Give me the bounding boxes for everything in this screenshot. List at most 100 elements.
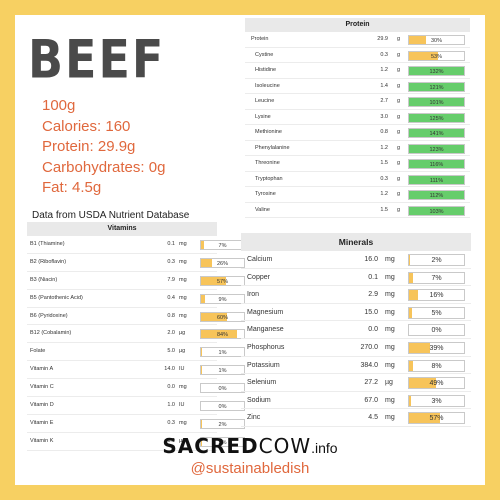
nutrient-unit: mg [385,326,395,334]
nutrient-amount: 0.1 [167,241,175,247]
daily-value-percent: 121% [429,84,444,91]
daily-value-percent: 30% [430,38,442,44]
nutrient-unit: g [397,98,401,104]
nutrient-amount: 4.5 [368,414,378,422]
daily-value-bar: 8% [408,359,465,372]
minerals-table: Minerals Calcium 16.0 mg 2% Copper 0.1 mg 7% Iro… [241,233,471,427]
nutrient-unit: g [397,144,401,151]
daily-value-fill [409,144,464,153]
row-divider [245,170,470,172]
protein-table: Protein Protein 29.9 g 30% Cystine 0.3 g 53% His… [245,18,470,218]
protein-row: Histidine 1.2 g 132% [245,63,470,79]
daily-value-fill [409,378,436,389]
daily-value-bar: 39% [408,341,465,354]
daily-value-percent: 9% [218,296,227,303]
row-divider [27,360,217,362]
nutrient-name: Cystine [255,51,274,58]
nutrient-unit: mg [385,414,395,422]
nutrient-unit: mg [385,291,395,299]
daily-value-percent: 0% [218,386,227,393]
calories: Calories: 160 [42,117,131,135]
brand-sacred: SACRED [162,434,259,458]
vitamins-row: B3 (Niacin) 7.9 mg 57% [27,272,245,290]
carbohydrates-total: Carbohydrates: 0g [42,158,166,176]
protein-total: Protein: 29.9g [42,138,136,155]
nutrient-unit: g [397,191,401,197]
daily-value-fill [409,290,418,301]
vitamins-row: Vitamin C 0.0 mg 0% [27,379,245,398]
row-divider [241,390,471,392]
nutrient-unit: g [397,160,401,166]
daily-value-fill [409,307,412,318]
nutrient-name: B5 (Pantothenic Acid) [30,294,83,301]
daily-value-bar: 101% [408,97,465,107]
daily-value-fill [201,241,204,249]
nutrition-summary: 100g Calories: 160 Protein: 29.9g Carboh… [42,96,165,199]
nutrient-name: Leucine [255,98,275,104]
daily-value-bar: 0% [200,383,245,394]
vitamins-row: Vitamin D 1.0 IU 0% [27,397,245,415]
row-divider [27,413,217,415]
daily-value-fill [409,113,464,122]
minerals-rows: Calcium 16.0 mg 2% Copper 0.1 mg 7% Iron 2.9 mg 16%… [241,251,471,427]
minerals-row: Selenium 27.2 µg 49% [241,374,471,392]
nutrient-name: Histidine [255,67,277,73]
daily-value-fill [409,67,464,75]
vitamins-row: Vitamin K 1.9 µg 2% [27,433,245,451]
vitamins-row: Vitamin E 0.3 mg 2% [27,415,245,433]
nutrient-unit: µg [179,348,186,355]
vitamins-row: B5 (Pantothenic Acid) 0.4 mg 9% [27,290,245,308]
row-divider [245,62,470,63]
nutrient-name: Tyrosine [255,191,276,197]
protein-row: Tyrosine 1.2 g 112% [245,187,470,203]
daily-value-fill [409,272,413,283]
daily-value-bar: 57% [408,412,465,425]
daily-value-bar: 111% [408,174,465,185]
row-divider [27,431,217,433]
daily-value-fill [201,258,213,267]
nutrient-amount: 1.5 [380,160,388,166]
nutrient-unit: g [397,82,401,89]
minerals-row: Calcium 16.0 mg 2% [241,251,471,269]
daily-value-percent: 84% [216,332,228,339]
vitamins-table-header: Vitamins [27,222,217,236]
nutrient-name: Phosphorus [247,343,285,351]
daily-value-bar: 2% [408,254,465,266]
nutrient-unit: IU [179,366,185,373]
minerals-row: Phosphorus 270.0 mg 39% [241,339,471,357]
nutrient-amount: 7.9 [167,276,175,283]
daily-value-bar: 9% [200,293,245,304]
vitamins-row: B6 (Pyridoxine) 0.8 mg 60% [27,308,245,326]
nutrient-unit: µg [385,379,393,387]
nutrient-name: Potassium [247,361,280,369]
daily-value-percent: 141% [429,131,444,137]
nutrient-amount: 0.3 [380,175,388,182]
daily-value-fill [409,206,464,215]
daily-value-percent: 2% [218,439,227,446]
nutrient-amount: 1.9 [167,437,175,444]
daily-value-percent: 5% [431,309,442,317]
daily-value-fill [409,395,411,406]
row-divider [245,186,470,187]
daily-value-bar: 112% [408,190,465,200]
daily-value-percent: 53% [430,53,442,60]
nutrient-unit: mg [179,384,187,391]
nutrient-amount: 2.7 [380,98,388,104]
row-divider [27,396,217,398]
nutrient-amount: 0.1 [368,273,378,281]
vitamins-rows: B1 (Thiamine) 0.1 mg 7% B2 (Riboflavin) 0.3 mg… [27,236,245,451]
nutrient-unit: mg [179,276,187,283]
nutrient-amount: 270.0 [360,343,378,351]
vitamins-row: Vitamin A 14.0 IU 1% [27,361,245,380]
nutrient-amount: 5.0 [167,348,175,355]
fat-total: Fat: 4.5g [42,179,102,196]
daily-value-percent: 132% [429,69,444,75]
daily-value-bar: 0% [200,401,245,412]
daily-value-fill [409,360,414,371]
daily-value-percent: 111% [429,177,444,184]
nutrient-amount: 16.0 [364,256,378,263]
nutrient-unit: g [397,113,401,120]
nutrient-amount: 1.2 [380,191,388,197]
daily-value-percent: 39% [429,344,444,352]
minerals-table-header: Minerals [241,233,471,251]
